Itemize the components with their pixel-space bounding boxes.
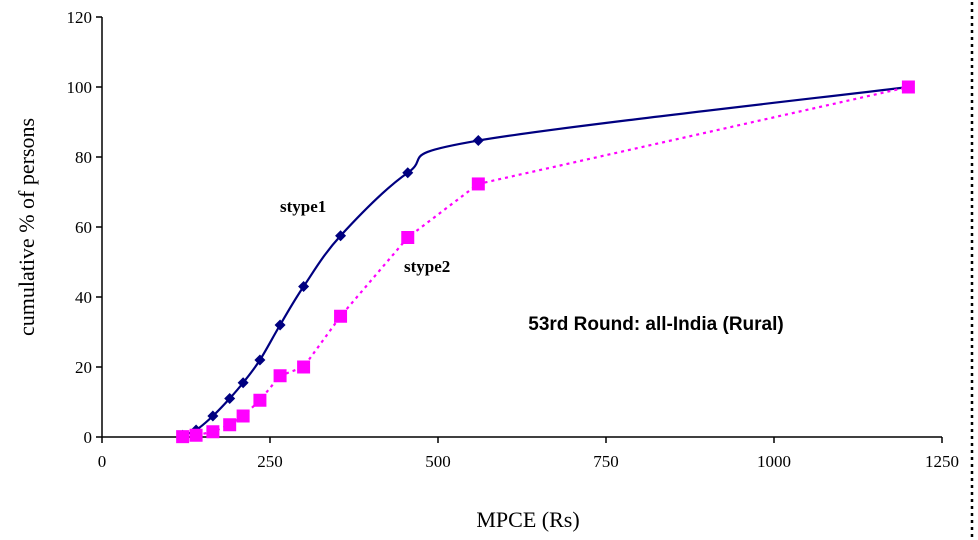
- series-stype2: [176, 80, 915, 444]
- data-point-stype1: [472, 135, 484, 147]
- x-tick-label: 250: [257, 452, 283, 471]
- axes: 0 20 40 60 80 100 120 0 250 500 750 1000 1250: [67, 8, 960, 471]
- data-point-stype1: [402, 167, 414, 179]
- data-point-stype2: [901, 80, 915, 94]
- data-point-stype1: [254, 354, 266, 366]
- y-tick-label: 0: [84, 428, 93, 447]
- data-point-stype2: [236, 409, 250, 423]
- series-layer: [176, 80, 915, 444]
- data-point-stype2: [189, 428, 203, 442]
- y-tick-label: 80: [75, 148, 92, 167]
- y-tick-label: 20: [75, 358, 92, 377]
- x-tick-label: 1000: [757, 452, 791, 471]
- y-tick-label: 120: [67, 8, 93, 27]
- y-tick-label: 100: [67, 78, 93, 97]
- x-tick-label: 750: [593, 452, 619, 471]
- data-point-stype2: [253, 393, 267, 407]
- x-tick-label: 1250: [925, 452, 959, 471]
- data-point-stype1: [335, 230, 347, 242]
- data-point-stype1: [237, 377, 249, 389]
- data-point-stype2: [297, 360, 311, 374]
- data-point-stype1: [298, 281, 310, 292]
- data-point-stype2: [334, 309, 348, 323]
- data-point-stype1: [224, 393, 236, 404]
- data-point-stype2: [471, 177, 485, 191]
- data-point-stype2: [206, 425, 220, 439]
- x-tick-label: 0: [98, 452, 107, 471]
- data-point-stype1: [274, 319, 286, 331]
- data-point-stype2: [223, 418, 237, 432]
- y-tick-label: 60: [75, 218, 92, 237]
- data-point-stype2: [176, 430, 190, 444]
- series-line-stype2: [182, 85, 909, 438]
- chart-annotation: 53rd Round: all-India (Rural): [528, 314, 783, 335]
- x-tick-label: 500: [425, 452, 451, 471]
- series-stype1: [177, 81, 914, 441]
- data-point-stype2: [273, 369, 287, 383]
- data-point-stype2: [401, 231, 415, 244]
- y-tick-label: 40: [75, 288, 92, 307]
- x-axis-title: MPCE (Rs): [476, 507, 579, 532]
- y-axis-title: cumulative % of persons: [14, 118, 39, 336]
- series-label-stype1: stype1: [280, 197, 326, 216]
- series-line-stype1: [182, 85, 909, 437]
- series-label-stype2: stype2: [404, 257, 450, 276]
- data-point-stype1: [207, 410, 219, 422]
